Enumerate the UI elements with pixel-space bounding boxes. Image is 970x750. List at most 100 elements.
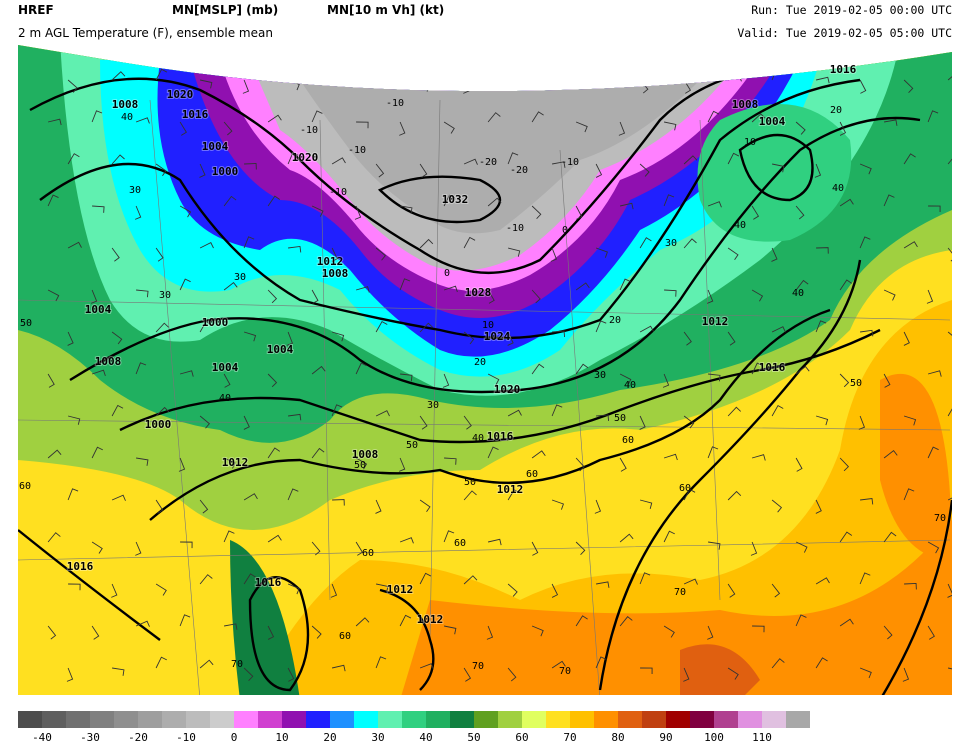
wind-barb [179,370,194,377]
temperature-label: 70 [472,661,484,672]
temperature-label: -20 [510,165,528,176]
temperature-label: 30 [129,185,141,196]
wind-barb [771,326,786,333]
wind-barb [683,155,698,165]
wind-barb [243,236,255,249]
temperature-label: -10 [300,125,318,136]
wind-barb [575,615,588,627]
wind-barb [903,331,910,346]
wind-barb [551,583,559,598]
wind-barb [199,659,214,669]
wind-barb [419,572,432,585]
pressure-label: 1004 [85,303,112,316]
colorbar-swatch [210,711,234,728]
wind-barb [287,152,299,165]
wind-barb [707,201,722,208]
wind-barb [267,114,282,123]
colorbar-swatch [18,711,42,728]
wind-barb [551,404,563,417]
wind-barb [663,625,675,638]
wind-barb [727,490,742,501]
wind-barb [224,623,238,630]
wind-barb [179,205,192,218]
temperature-label: 40 [472,433,484,444]
colorbar-label: -10 [176,731,196,744]
wind-barb [399,278,411,291]
wind-barb [707,289,714,304]
wind-barb [507,583,518,597]
wind-barb [111,331,123,345]
wind-barb [178,457,186,472]
wind-barb [550,247,558,262]
wind-barb [595,163,603,178]
temperature-label: 50 [614,413,626,424]
wind-barb [664,121,677,131]
colorbar-label: 100 [704,731,724,744]
wind-barb [664,289,677,297]
colorbar-swatch [786,711,810,728]
colorbar-swatch [450,711,474,728]
wind-barb [223,121,233,136]
temperature-label: 70 [559,666,571,677]
pressure-label: 1004 [212,361,239,374]
run-time: Run: Tue 2019-02-05 00:00 UTC [751,3,952,17]
wind-barb [708,541,721,550]
pressure-label: 1004 [759,115,786,128]
wind-barb [639,415,646,430]
wind-barb [67,488,79,501]
wind-barb [903,153,916,165]
wind-barb [311,447,325,459]
wind-barb [947,494,952,501]
wind-barb [619,533,634,543]
temperature-label: -10 [329,187,347,198]
pressure-label: 1000 [212,165,239,178]
temperature-label: 40 [792,288,804,299]
colorbar-swatch [330,711,354,728]
temperature-label: 0 [562,225,568,236]
temperature-label: 50 [20,318,32,329]
wind-barb [663,453,678,461]
temperature-label: 40 [624,380,636,391]
wind-barb [883,373,891,388]
colorbar-swatch [378,711,402,728]
wind-barb [443,121,455,134]
wind-barb [575,457,585,472]
wind-barb [463,236,476,249]
colorbar-label: -20 [128,731,148,744]
wind-barb [243,667,254,681]
colorbar-swatch [714,711,738,728]
wind-barb [594,499,602,514]
wind-barb [155,247,164,262]
wind-barb [531,289,541,304]
wind-barb [683,415,695,429]
wind-barb [771,404,784,417]
wind-barb [91,369,106,376]
wind-barb [155,656,167,669]
wind-barb [47,532,61,543]
wind-barb [135,620,150,627]
wind-barb [400,205,413,214]
wind-barb [575,541,586,555]
pressure-label: 1024 [484,330,511,343]
wind-barb [243,573,256,585]
wind-barb [595,72,610,81]
wind-barb [927,110,939,123]
wind-barb [419,163,428,178]
wind-barb [575,282,590,291]
wind-barb [223,530,235,543]
colorbar-swatch [114,711,138,728]
colorbar-swatch [42,711,66,728]
wind-barb [883,450,898,459]
colorbar-label: 90 [659,731,672,744]
wind-barb [839,531,853,543]
wind-barb [244,163,257,170]
wind-barb [47,289,60,302]
temperature-label: 30 [665,238,677,249]
wind-barb [134,205,142,220]
pressure-label: 1016 [182,108,209,121]
wind-barb [551,499,564,510]
wind-barb [639,325,654,333]
pressure-label: 1012 [497,483,524,496]
wind-barb [443,530,455,543]
